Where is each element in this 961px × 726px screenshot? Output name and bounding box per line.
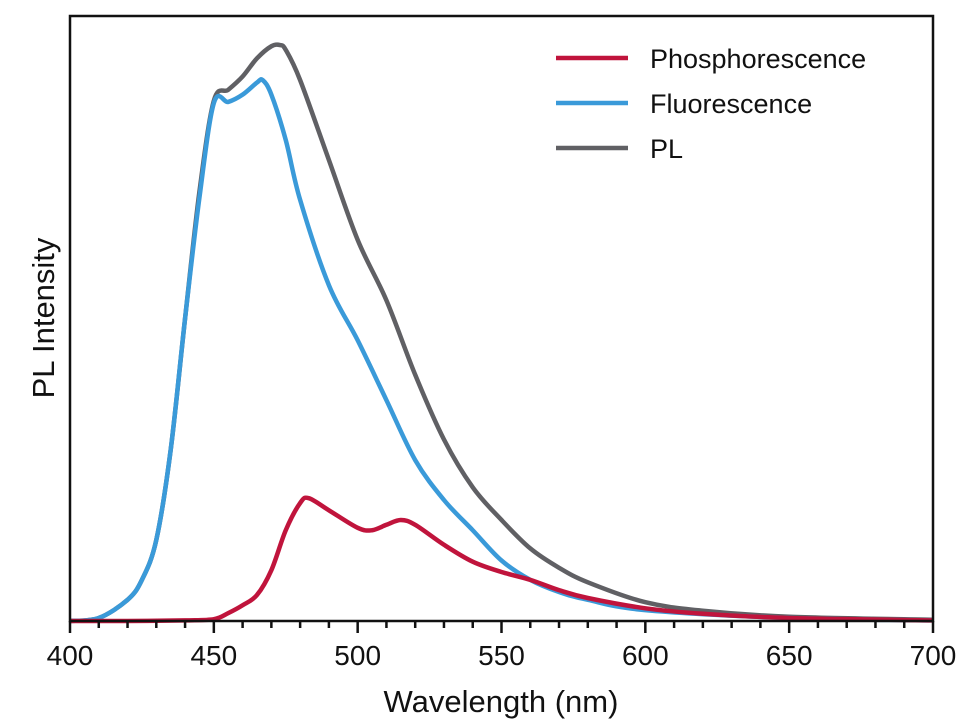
legend-item: PL bbox=[556, 134, 683, 164]
x-tick-label: 550 bbox=[478, 640, 525, 671]
series-line-phosphorescence bbox=[69, 495, 934, 624]
x-tick-label: 400 bbox=[47, 640, 94, 671]
series-line-pl bbox=[69, 42, 934, 624]
x-axis-label: Wavelength (nm) bbox=[384, 684, 619, 719]
x-tick-label: 650 bbox=[766, 640, 813, 671]
legend-item: Fluorescence bbox=[556, 89, 812, 119]
x-tick-label: 500 bbox=[334, 640, 381, 671]
x-tick-label: 600 bbox=[622, 640, 669, 671]
series-lines bbox=[69, 42, 934, 624]
legend: Phosphorescence Fluorescence PL bbox=[556, 44, 866, 164]
x-axis-ticks: 400 450 500 550 600 650 700 bbox=[47, 621, 957, 671]
x-tick-label: 450 bbox=[190, 640, 237, 671]
legend-item: Phosphorescence bbox=[556, 44, 866, 74]
legend-label: Fluorescence bbox=[650, 89, 812, 119]
legend-label: Phosphorescence bbox=[650, 44, 866, 74]
x-tick-label: 700 bbox=[910, 640, 957, 671]
series-line-fluorescence bbox=[69, 77, 934, 624]
y-axis-label: PL Intensity bbox=[26, 237, 61, 398]
legend-label: PL bbox=[650, 134, 683, 164]
